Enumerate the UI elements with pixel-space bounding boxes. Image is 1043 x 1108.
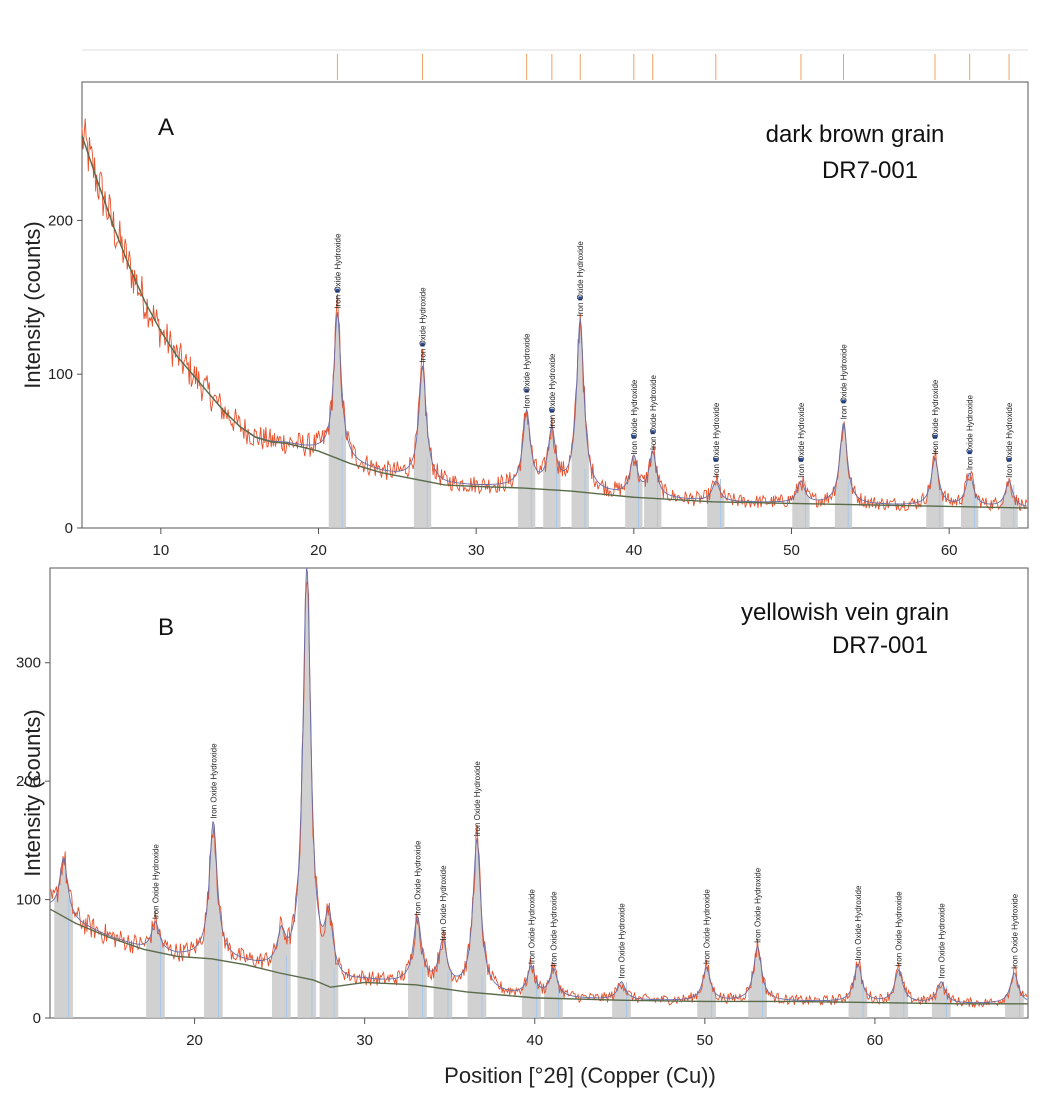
peak-label: Iron Oxide Hydroxide [630, 379, 639, 455]
x-tick-label: 30 [468, 542, 485, 559]
x-tick-label: 60 [867, 1032, 884, 1049]
peak-label: Iron Oxide Hydroxide [617, 903, 626, 979]
x-tick-label: 60 [941, 542, 958, 559]
peak-label: Iron Oxide Hydroxide [895, 891, 904, 967]
peak-area [297, 568, 317, 1018]
peak-marker [420, 342, 425, 347]
y-tick-label: 100 [16, 892, 41, 909]
background-curve [49, 908, 1028, 1005]
peak-marker [932, 434, 937, 439]
peak-marker [524, 388, 529, 393]
x-tick-label: 10 [152, 542, 169, 559]
x-tick-label: 20 [310, 542, 327, 559]
peak-label: Iron Oxide Hydroxide [1005, 402, 1014, 478]
peak-label: Iron Oxide Hydroxide [754, 867, 763, 943]
panel-a: Iron Oxide Hydroxide Iron Oxide Hydroxide… [20, 49, 1029, 559]
y-axis-title: Intensity (counts) [20, 709, 45, 877]
panel-subtitle: DR7-001 [832, 632, 928, 659]
peak-label: Iron Oxide Hydroxide [523, 333, 532, 409]
panel-title: dark brown grain [766, 121, 945, 148]
peak-label: Iron Oxide Hydroxide [413, 840, 422, 916]
y-tick-label: 100 [48, 366, 73, 383]
peak-label: Iron Oxide Hydroxide [937, 903, 946, 979]
peak-label: Iron Oxide Hydroxide [712, 402, 721, 478]
peak-area [467, 838, 487, 1018]
peak-label: Iron Oxide Hydroxide [419, 287, 428, 363]
peak-label: Iron Oxide Hydroxide [151, 844, 160, 920]
peak-marker [713, 457, 718, 462]
y-axis-title: Intensity (counts) [20, 221, 45, 389]
peak-label: Iron Oxide Hydroxide [854, 885, 863, 961]
peak-marker [549, 408, 554, 413]
y-tick-label: 0 [33, 1010, 41, 1027]
peak-label: Iron Oxide Hydroxide [703, 889, 712, 965]
panel-subtitle: DR7-001 [822, 157, 918, 184]
peak-label: Iron Oxide Hydroxide [548, 353, 557, 429]
peak-marker [650, 430, 655, 435]
peak-marker [967, 450, 972, 455]
background-curve [81, 135, 1029, 509]
panel-letter: B [158, 614, 174, 641]
x-tick-label: 40 [526, 1032, 543, 1049]
peak-label: Iron Oxide Hydroxide [840, 344, 849, 420]
x-tick-label: 40 [625, 542, 642, 559]
peak-marker [578, 296, 583, 301]
x-axis-title: Position [°2θ] (Copper (Cu)) [444, 1063, 716, 1088]
peak-label: Iron Oxide Hydroxide [333, 233, 342, 309]
peak-marker [798, 457, 803, 462]
peak-label: Iron Oxide Hydroxide [797, 402, 806, 478]
peak-label: Iron Oxide Hydroxide [439, 865, 448, 941]
peak-label: Iron Oxide Hydroxide [966, 394, 975, 470]
panel-b: Iron Oxide Hydroxide Iron Oxide Hydroxide… [16, 567, 1029, 1049]
peak-marker [1007, 457, 1012, 462]
observed-profile [81, 118, 1028, 512]
x-tick-label: 50 [696, 1032, 713, 1049]
peak-marker [335, 288, 340, 293]
peak-label: Iron Oxide Hydroxide [209, 743, 218, 819]
panel-letter: A [158, 114, 174, 141]
calculated-profile [49, 567, 1028, 1004]
peak-marker [631, 434, 636, 439]
peak-label: Iron Oxide Hydroxide [549, 891, 558, 967]
peak-label: Iron Oxide Hydroxide [931, 379, 940, 455]
peak-label: Iron Oxide Hydroxide [527, 889, 536, 965]
peak-label: Iron Oxide Hydroxide [473, 761, 482, 837]
peak-label: Iron Oxide Hydroxide [649, 374, 658, 450]
panel-title: yellowish vein grain [741, 599, 949, 626]
peak-label: Iron Oxide Hydroxide [1010, 893, 1019, 969]
peak-marker [841, 399, 846, 404]
y-tick-label: 0 [65, 520, 73, 537]
y-tick-label: 200 [48, 212, 73, 229]
peak-label: Iron Oxide Hydroxide [576, 241, 585, 317]
y-tick-label: 200 [16, 773, 41, 790]
x-tick-label: 50 [783, 542, 800, 559]
y-tick-label: 300 [16, 655, 41, 672]
x-tick-label: 30 [356, 1032, 373, 1049]
x-tick-label: 20 [186, 1032, 203, 1049]
